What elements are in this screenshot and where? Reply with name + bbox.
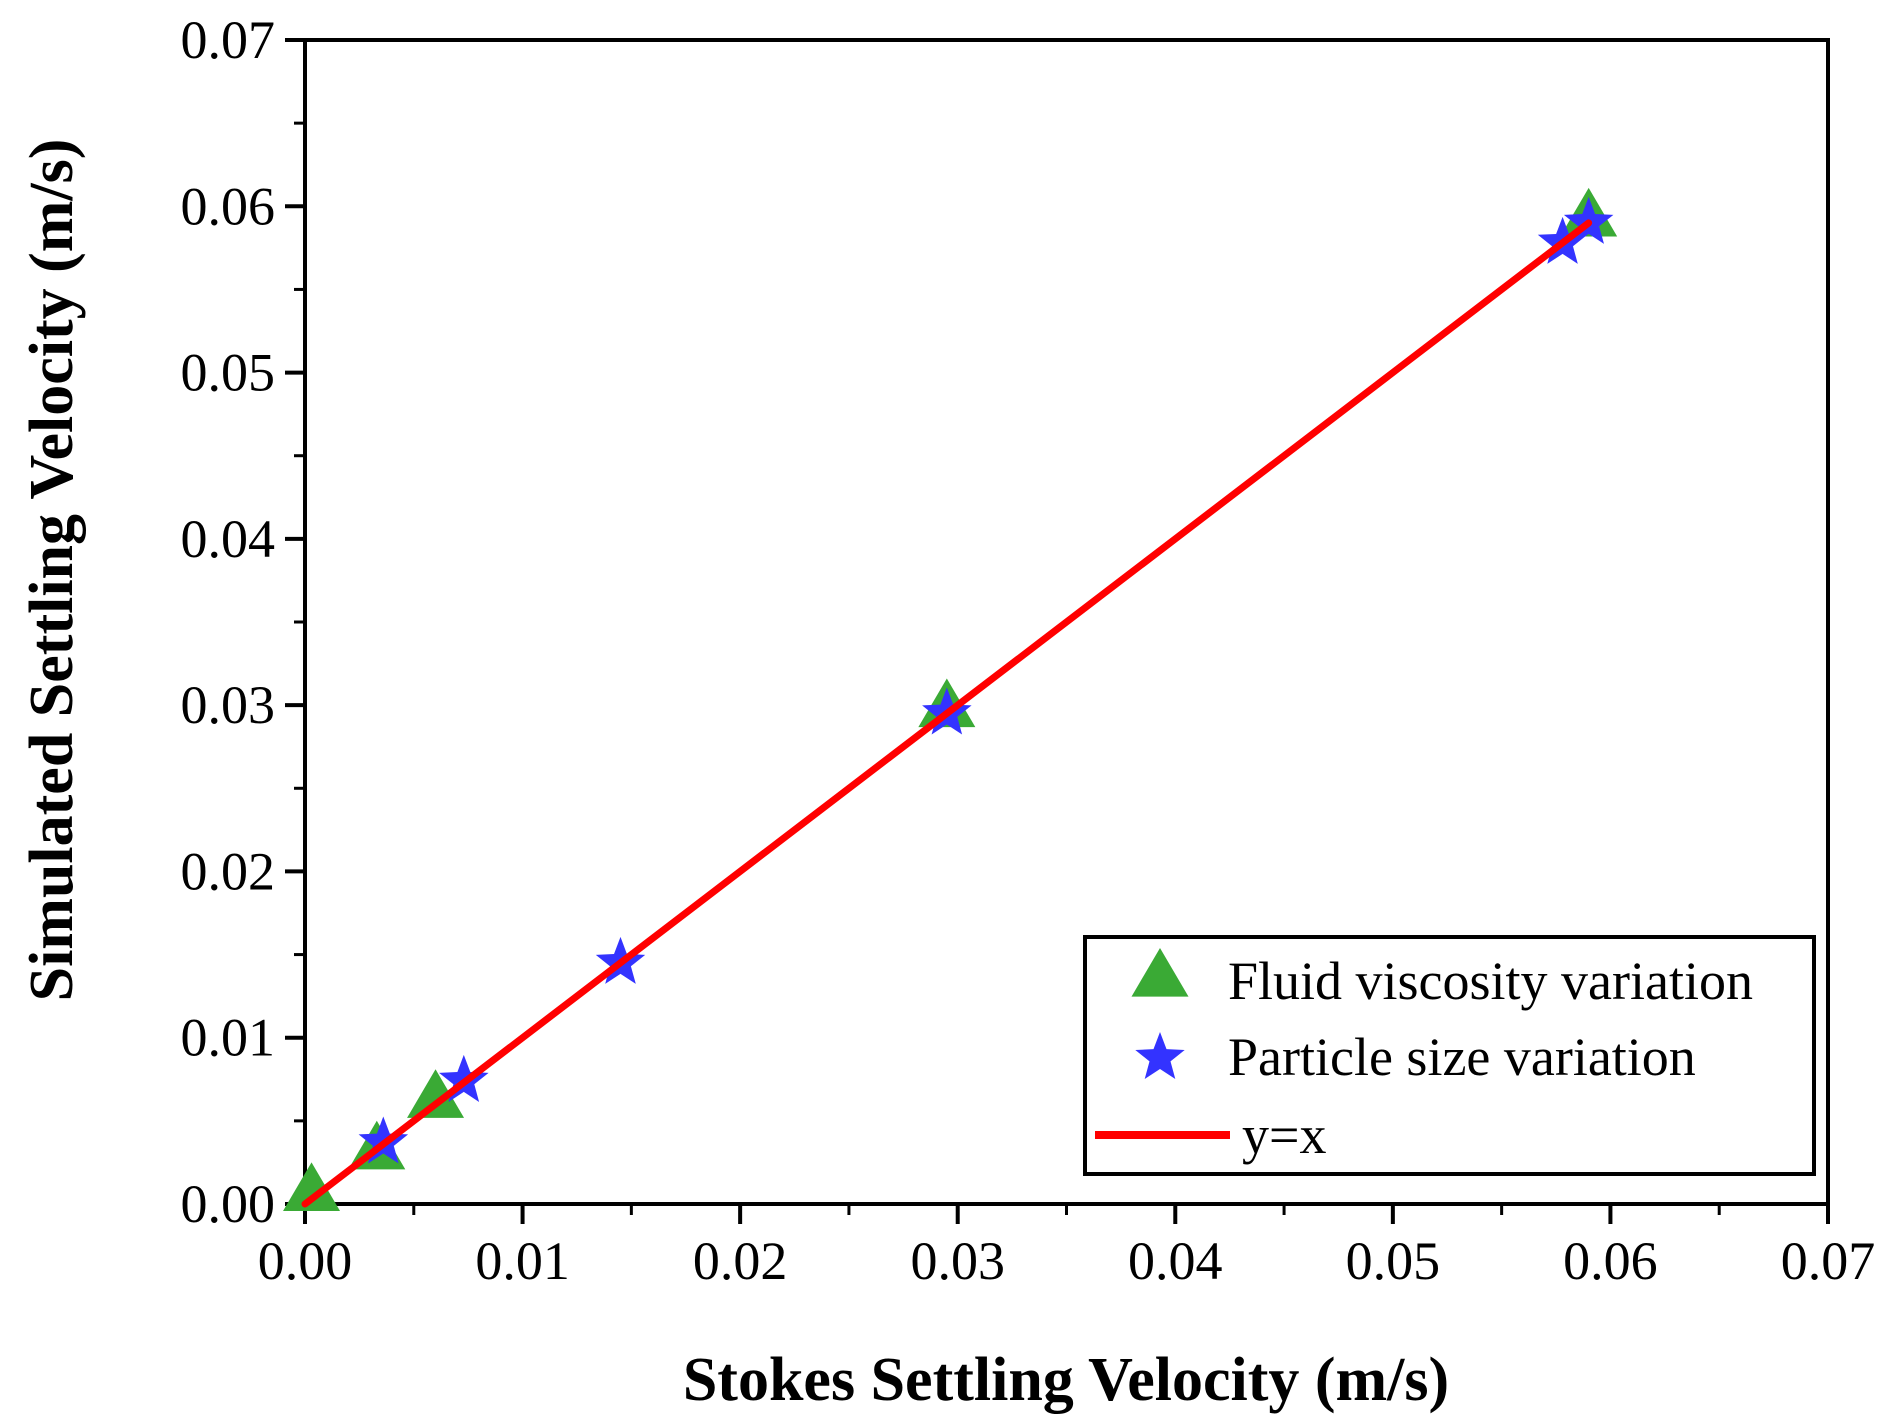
legend-label-y-equals-x: y=x (1242, 1105, 1326, 1165)
y-tick-label: 0.02 (181, 841, 276, 901)
y-axis-title: Simulated Settling Velocity (m/s) (18, 139, 86, 1002)
y-tick-label: 0.01 (181, 1008, 276, 1068)
data-series (283, 187, 1618, 1211)
y-equals-x-line (301, 219, 1593, 1208)
ticks: 0.00 0.01 0.02 0.03 0.04 0.05 0.06 0.07 0.00 0.01… (181, 10, 1876, 1291)
x-tick-label: 0.03 (910, 1231, 1005, 1291)
y-tick-label: 0.04 (181, 509, 276, 569)
legend-triangle-marker (1131, 948, 1189, 997)
fluid-viscosity-point (407, 1069, 465, 1118)
y-tick-label: 0.07 (181, 10, 276, 70)
x-tick-label: 0.01 (475, 1231, 570, 1291)
x-tick-label: 0.00 (258, 1231, 353, 1291)
x-axis-title: Stokes Settling Velocity (m/s) (683, 1346, 1449, 1414)
x-tick-label: 0.06 (1563, 1231, 1658, 1291)
x-tick-label: 0.04 (1128, 1231, 1223, 1291)
legend-label-particle-size: Particle size variation (1228, 1027, 1696, 1087)
x-tick-label: 0.07 (1781, 1231, 1876, 1291)
y-tick-label: 0.06 (181, 176, 276, 236)
legend-markers (1095, 948, 1230, 1139)
legend-label-fluid-viscosity: Fluid viscosity variation (1228, 951, 1753, 1011)
x-tick-label: 0.05 (1346, 1231, 1441, 1291)
y-tick-label: 0.05 (181, 343, 276, 403)
legend-star-marker (1135, 1032, 1185, 1079)
y-tick-label: 0.03 (181, 675, 276, 735)
legend: Fluid viscosity variation Particle size … (1083, 935, 1816, 1176)
y-tick-label: 0.00 (181, 1174, 276, 1234)
x-tick-label: 0.02 (693, 1231, 788, 1291)
fluid-viscosity-point (283, 1162, 341, 1211)
